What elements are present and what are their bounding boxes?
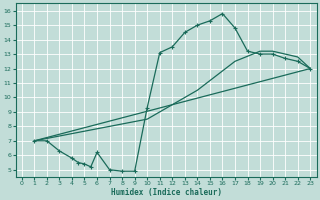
X-axis label: Humidex (Indice chaleur): Humidex (Indice chaleur) — [110, 188, 221, 197]
